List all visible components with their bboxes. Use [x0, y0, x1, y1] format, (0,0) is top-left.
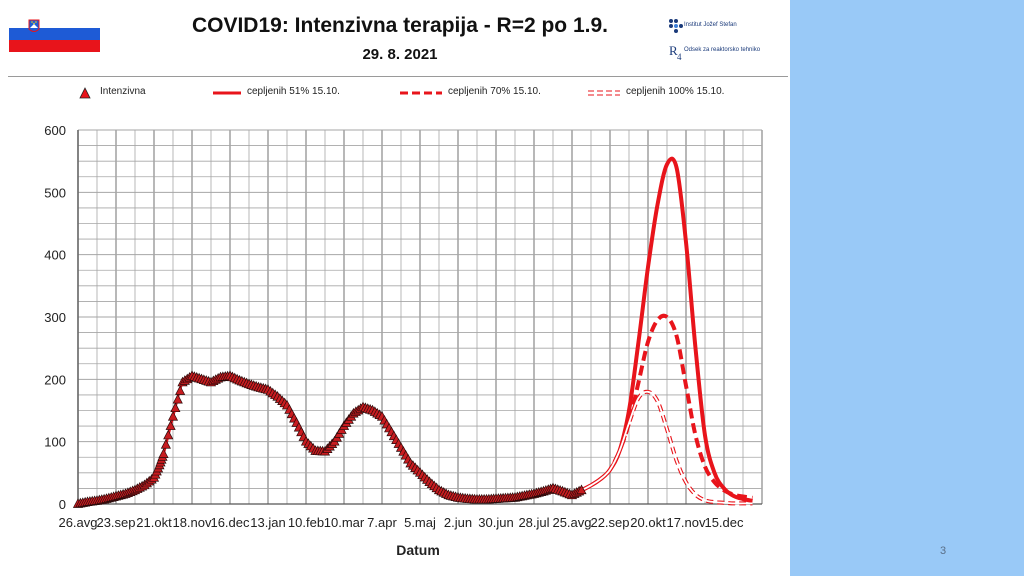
data-point-triangle — [163, 429, 174, 440]
x-tick-label: 28.jul — [518, 515, 549, 530]
svg-text:4: 4 — [677, 52, 682, 62]
x-tick-label: 10.mar — [324, 515, 365, 530]
svg-text:R: R — [669, 43, 678, 58]
x-tick-label: 30.jun — [478, 515, 513, 530]
y-tick-label: 200 — [44, 372, 66, 387]
page-number: 3 — [940, 545, 947, 557]
legend-label: Intenzivna — [100, 86, 146, 97]
chart-legend: Intenzivna cepljenih 51% 15.10. cepljeni… — [8, 80, 788, 108]
x-tick-label: 22.sep — [590, 515, 629, 530]
chart-panel: COVID19: Intenzivna terapija - R=2 po 1.… — [0, 0, 790, 576]
chart-date: 29. 8. 2021 — [362, 46, 438, 63]
x-tick-label: 5.maj — [404, 515, 436, 530]
y-tick-label: 600 — [44, 123, 66, 138]
data-markers — [72, 370, 587, 508]
y-tick-label: 300 — [44, 310, 66, 325]
department-logo-icon: R 4 — [669, 43, 682, 62]
x-tick-label: 25.avg — [552, 515, 591, 530]
data-point-triangle — [160, 439, 171, 449]
x-tick-label: 23.sep — [96, 515, 135, 530]
data-point-triangle — [167, 410, 179, 421]
department-name: Odsek za reaktorsko tehniko — [684, 47, 761, 53]
y-tick-label: 100 — [44, 435, 66, 450]
data-point-triangle — [175, 385, 186, 395]
y-tick-label: 400 — [44, 248, 66, 263]
legend-double-dashed-line-icon — [588, 90, 620, 96]
y-tick-label: 500 — [44, 185, 66, 200]
y-tick-label: 0 — [59, 497, 66, 512]
series-line-100-inner — [581, 390, 753, 505]
x-tick-label: 13.jan — [250, 515, 285, 530]
legend-label: cepljenih 100% 15.10. — [626, 86, 725, 97]
slovenian-flag-icon — [9, 16, 100, 52]
axes — [77, 130, 762, 505]
data-point-triangle — [170, 402, 181, 413]
data-point-triangle — [165, 420, 176, 430]
x-tick-label: 15.dec — [704, 515, 744, 530]
x-tick-label: 2.jun — [444, 515, 472, 530]
x-tick-label: 20.okt — [630, 515, 666, 530]
data-point-triangle — [576, 484, 587, 495]
header-divider — [8, 76, 788, 77]
x-axis-label: Datum — [396, 542, 440, 558]
legend-label: cepljenih 51% 15.10. — [247, 86, 340, 97]
x-tick-label: 21.okt — [136, 515, 172, 530]
legend-solid-line-icon — [213, 91, 241, 95]
legend-label: cepljenih 70% 15.10. — [448, 86, 541, 97]
legend-dashed-line-icon — [400, 91, 442, 95]
data-point-triangle — [172, 393, 183, 404]
data-point-triangle — [158, 448, 169, 458]
grid-lines — [77, 129, 763, 505]
chart-title: COVID19: Intenzivna terapija - R=2 po 1.… — [191, 14, 609, 37]
x-tick-label: 26.avg — [58, 515, 97, 530]
slide-background-right — [790, 0, 1024, 576]
legend-marker-triangle-icon — [79, 87, 91, 99]
institute-name: Institut Jožef Stefan — [684, 22, 737, 28]
x-tick-label: 16.dec — [210, 515, 250, 530]
x-tick-label: 17.nov — [666, 515, 706, 530]
x-tick-label: 10.feb — [288, 515, 324, 530]
institute-logo-icon — [669, 19, 683, 33]
series-lines — [77, 156, 753, 506]
x-tick-label: 7.apr — [367, 515, 397, 530]
x-tick-label: 18.nov — [172, 515, 212, 530]
